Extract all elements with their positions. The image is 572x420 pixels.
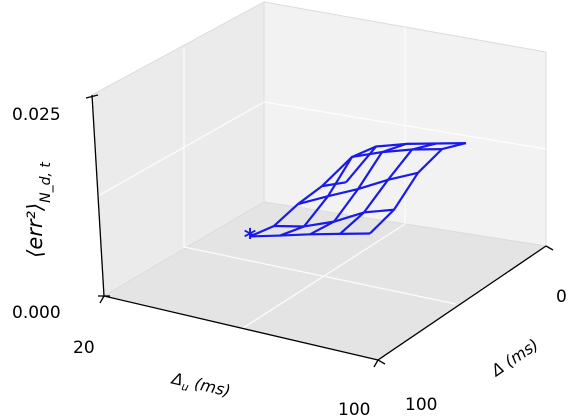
wire-col-4: [345, 141, 467, 184]
z-tick-label-bottom: 0.000: [12, 303, 61, 323]
y-tick-label-100: 100: [338, 400, 370, 420]
y-axis-label: Δu (ms): [168, 368, 233, 403]
wire-col-0: [249, 232, 371, 238]
x-axis-line: [377, 245, 547, 361]
wire-col-3: [321, 148, 443, 187]
x-tick-left: [377, 359, 386, 365]
z-tick-top: [85, 94, 99, 99]
y-tick-label-20: 20: [73, 338, 95, 358]
z-tick-label-top: 0.025: [12, 105, 61, 125]
pane-grid: [97, 27, 547, 331]
x-axis-label: Δ (ms): [486, 335, 542, 381]
svg-text:⟨err²⟩N_d, t: ⟨err²⟩N_d, t: [23, 162, 54, 258]
ticks: [85, 94, 554, 368]
svg-text:Δu (ms): Δu (ms): [168, 368, 233, 403]
x-tick-label-100: 100: [405, 395, 437, 415]
z-axis-line: [91, 94, 105, 297]
wire-col-2: [297, 171, 419, 206]
wire-col-1: [273, 208, 395, 228]
axes: [91, 94, 547, 361]
x-tick-right: [545, 245, 554, 251]
y-tick-right: [373, 359, 379, 368]
minimum-marker: *: [244, 223, 257, 251]
y-axis-line: [103, 295, 379, 361]
x-tick-label-0: 0: [556, 287, 567, 307]
y-tick-left: [99, 295, 105, 304]
svg-text:Δ (ms): Δ (ms): [486, 335, 542, 381]
z-axis-label: ⟨err²⟩N_d, t: [23, 162, 54, 258]
wireframe-surface: *: [244, 141, 467, 251]
